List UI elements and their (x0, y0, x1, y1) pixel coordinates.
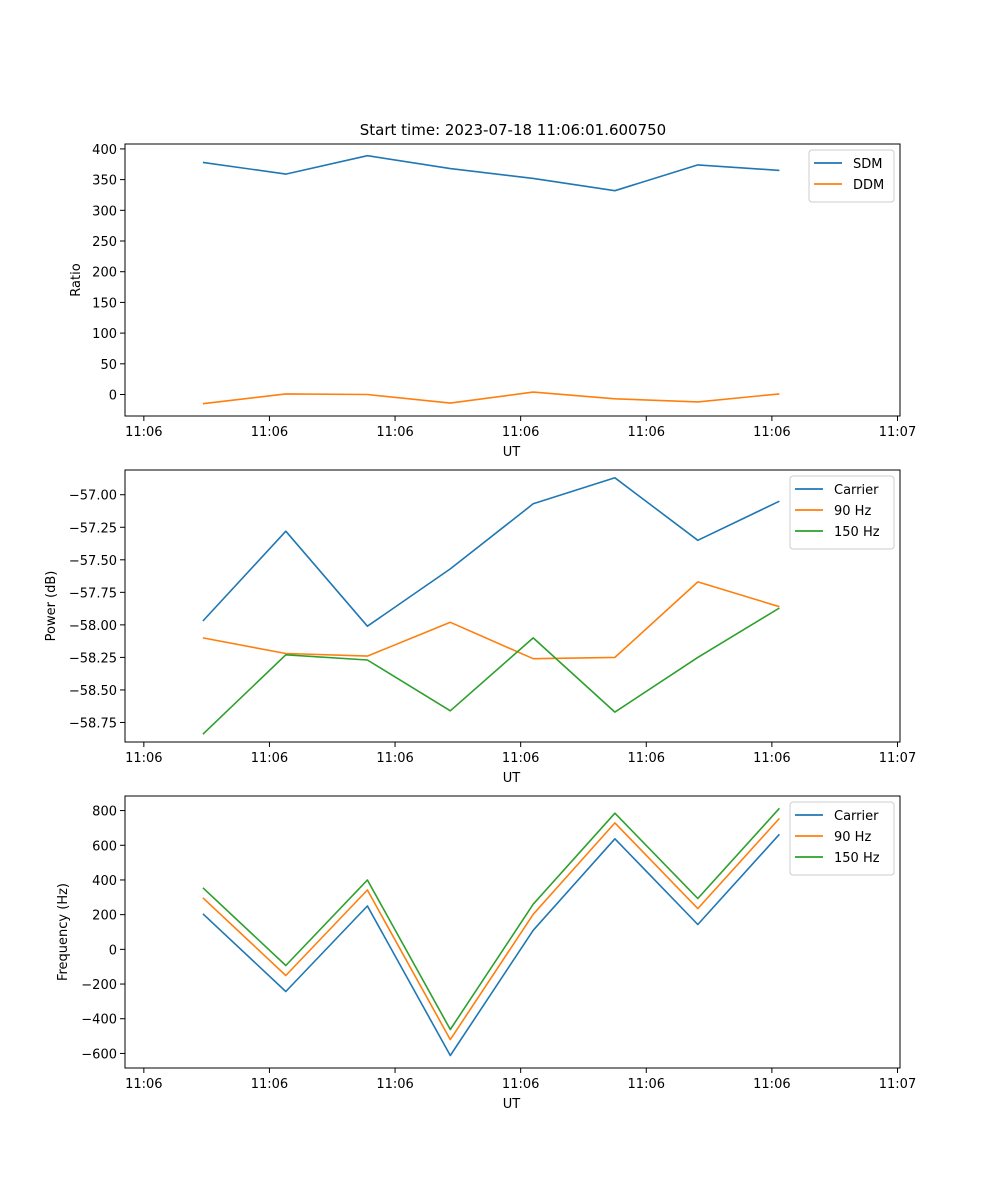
ratio-panel: 11:06 11:06 11:06 11:06 11:06 11:06 11:07 0 50 10… (69, 143, 916, 460)
y-tick-label: −57.75 (69, 586, 117, 601)
y-tick-label: −58.25 (69, 651, 117, 666)
y-tick-label: 50 (100, 358, 117, 373)
frequency-panel: 11:06 11:06 11:06 11:06 11:06 11:06 11:07 −600 −… (56, 795, 916, 1112)
plot-frame (124, 795, 901, 1069)
y-axis-label: Power (dB) (44, 571, 59, 642)
series-line-carrier (202, 833, 780, 1057)
legend-label: 90 Hz (834, 830, 871, 845)
y-tick-label: −58.50 (69, 684, 117, 699)
series-line-carrier (202, 476, 780, 628)
x-tick-label: 11:06 (125, 1077, 162, 1092)
x-tick-label: 11:06 (502, 1077, 539, 1092)
y-tick-label: −57.00 (69, 489, 117, 504)
series-line-150-hz (202, 607, 780, 735)
legend-label: Carrier (834, 809, 879, 824)
y-tick-label: 250 (92, 235, 117, 250)
legend-label: 150 Hz (834, 851, 880, 866)
x-tick-label: 11:06 (125, 425, 162, 440)
x-tick-label: 11:06 (753, 751, 790, 766)
series-line-90-hz (202, 581, 780, 660)
y-tick-label: 200 (92, 266, 117, 281)
y-tick-label: 0 (109, 389, 117, 404)
y-axis-label: Ratio (69, 263, 84, 296)
x-tick-label: 11:06 (251, 751, 288, 766)
plot-frame (124, 469, 901, 743)
legend-label: SDM (853, 157, 882, 172)
x-tick-label: 11:06 (376, 751, 413, 766)
series-line-sdm (202, 154, 780, 192)
plot-frame (124, 143, 901, 417)
x-tick-label: 11:07 (879, 1077, 916, 1092)
y-tick-label: 300 (92, 204, 117, 219)
y-tick-label: 100 (92, 327, 117, 342)
y-tick-label: −57.50 (69, 554, 117, 569)
y-tick-label: 200 (92, 909, 117, 924)
x-tick-label: 11:06 (502, 751, 539, 766)
y-tick-label: −58.75 (69, 716, 117, 731)
y-axis-label: Frequency (Hz) (56, 883, 71, 981)
legend-label: 150 Hz (834, 525, 880, 540)
y-tick-label: −200 (81, 978, 117, 993)
x-tick-label: 11:06 (753, 425, 790, 440)
series-line-150-hz (202, 807, 780, 1031)
x-tick-label: 11:06 (251, 1077, 288, 1092)
legend-label: Carrier (834, 483, 879, 498)
series-line-90-hz (202, 817, 780, 1041)
x-axis-label: UT (503, 771, 521, 786)
y-tick-label: −57.25 (69, 521, 117, 536)
x-tick-label: 11:06 (125, 751, 162, 766)
y-tick-label: 0 (109, 943, 117, 958)
y-tick-label: 350 (92, 174, 117, 189)
x-tick-label: 11:06 (628, 1077, 665, 1092)
y-tick-label: −58.00 (69, 619, 117, 634)
x-tick-label: 11:06 (376, 425, 413, 440)
power-panel: 11:06 11:06 11:06 11:06 11:06 11:06 11:07 −58.7… (44, 469, 916, 786)
series-line-ddm (202, 391, 780, 405)
y-tick-label: −400 (81, 1013, 117, 1028)
x-tick-label: 11:06 (753, 1077, 790, 1092)
x-tick-label: 11:06 (251, 425, 288, 440)
x-tick-label: 11:06 (628, 751, 665, 766)
x-tick-label: 11:06 (376, 1077, 413, 1092)
x-tick-label: 11:06 (502, 425, 539, 440)
y-tick-label: 800 (92, 805, 117, 820)
y-tick-label: 150 (92, 296, 117, 311)
legend-label: 90 Hz (834, 504, 871, 519)
y-tick-label: −600 (81, 1047, 117, 1062)
x-axis-label: UT (503, 445, 521, 460)
legend-label: DDM (853, 178, 884, 193)
x-tick-label: 11:07 (879, 751, 916, 766)
x-tick-label: 11:07 (879, 425, 916, 440)
x-axis-label: UT (503, 1097, 521, 1112)
x-tick-label: 11:06 (628, 425, 665, 440)
y-tick-label: 400 (92, 143, 117, 158)
y-tick-label: 400 (92, 874, 117, 889)
y-tick-label: 600 (92, 839, 117, 854)
figure-title: Start time: 2023-07-18 11:06:01.600750 (360, 121, 666, 139)
